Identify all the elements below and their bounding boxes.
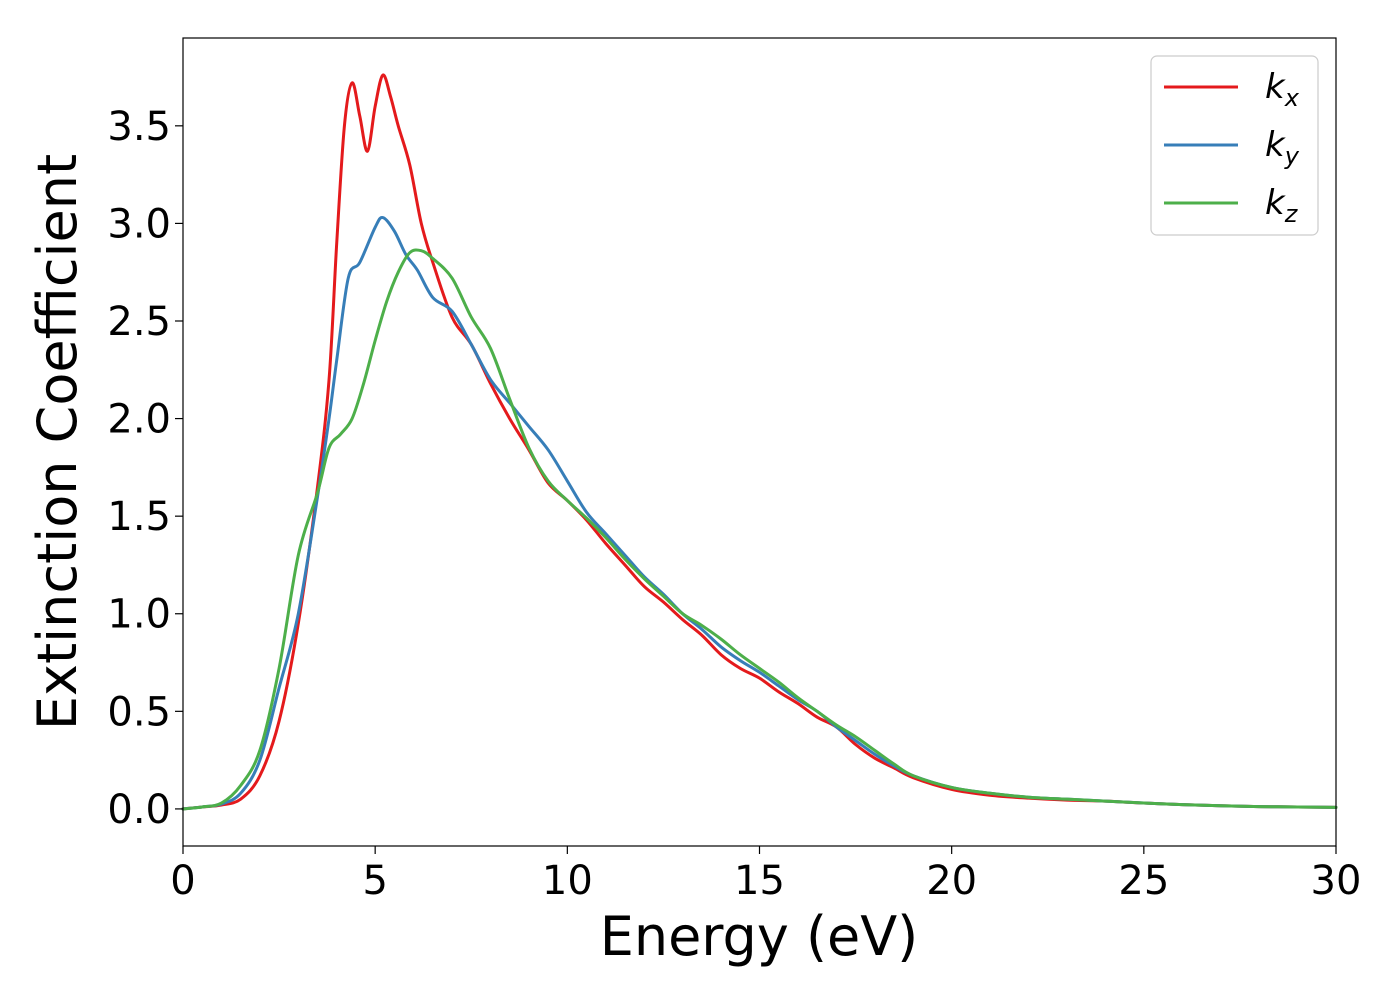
- y-tick-label: 2.0: [107, 397, 171, 443]
- y-tick-label: 2.5: [107, 299, 171, 345]
- x-tick-label: 20: [926, 858, 977, 904]
- x-tick-label: 15: [734, 858, 785, 904]
- y-tick-label: 3.0: [107, 201, 171, 247]
- x-tick-label: 30: [1311, 858, 1362, 904]
- y-tick-label: 1.5: [107, 494, 171, 540]
- x-axis-label: Energy (eV): [600, 905, 919, 968]
- x-axis-ticks: 0 5 10 15 20 25 30: [170, 846, 1361, 904]
- x-tick-label: 10: [542, 858, 593, 904]
- y-axis-ticks: 0.0 0.5 1.0 1.5 2.0 2.5 3.0 3.5: [107, 104, 183, 833]
- y-tick-label: 0.0: [107, 787, 171, 833]
- y-tick-label: 0.5: [107, 689, 171, 735]
- x-tick-label: 5: [362, 858, 387, 904]
- series-lines: [181, 73, 1338, 811]
- y-tick-label: 3.5: [107, 104, 171, 150]
- series-line-ky: [181, 215, 1338, 811]
- y-axis-label: Extinction Coefficient: [26, 154, 89, 730]
- series-line-kz: [181, 248, 1338, 811]
- x-tick-label: 0: [170, 858, 195, 904]
- y-tick-label: 1.0: [107, 592, 171, 638]
- x-tick-label: 25: [1118, 858, 1169, 904]
